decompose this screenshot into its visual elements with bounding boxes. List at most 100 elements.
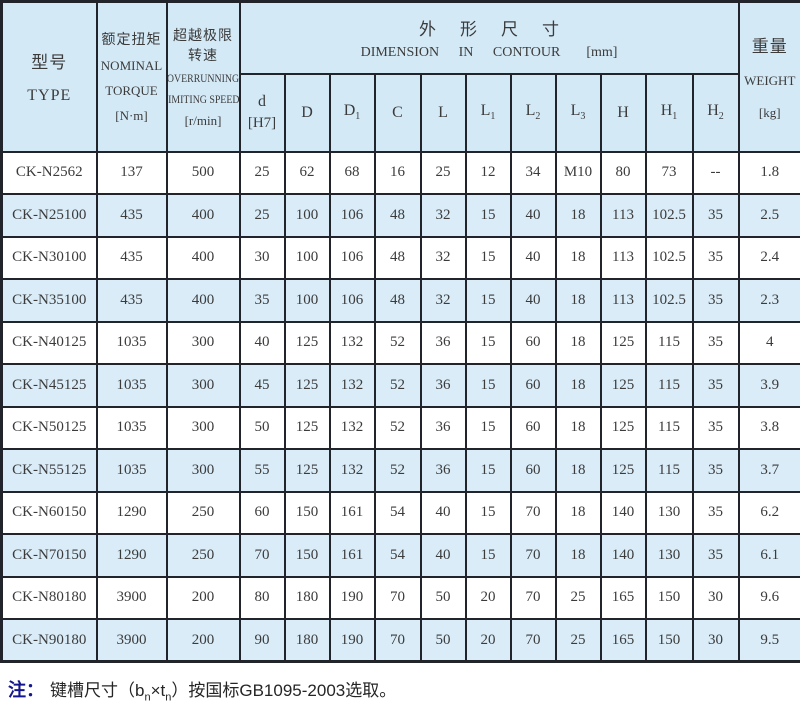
speed-header-unit: [r/min] — [184, 112, 222, 128]
torque-cell: 1035 — [95, 448, 168, 493]
weight-cell: 4 — [737, 320, 800, 365]
dim-L-cell: 50 — [419, 575, 467, 620]
dim-D1-cell: 132 — [328, 448, 376, 493]
dim-d-cell: 50 — [238, 405, 286, 450]
dim-H-cell: 125 — [599, 448, 647, 493]
torque-cell: 435 — [95, 193, 168, 238]
model-type-cell: CK-N60150 — [0, 490, 98, 535]
dim-C-cell: 16 — [373, 150, 422, 195]
weight-header-zh: 重量 — [751, 37, 788, 57]
table-row: CK-N60150 1290 250 60 150 161 54 40 15 70 18 140 130… — [0, 490, 800, 535]
dim-L3-cell: 18 — [554, 448, 602, 493]
speed-cell: 400 — [165, 278, 241, 323]
dim-H-cell: 140 — [599, 490, 647, 535]
dim-L2-cell: 60 — [509, 363, 557, 408]
weight-cell: 1.8 — [737, 150, 800, 195]
dim-L3-cell: 18 — [554, 278, 602, 323]
dim-D-cell: 100 — [283, 235, 331, 280]
dim-H-cell: 113 — [599, 278, 647, 323]
dim-C-cell: 52 — [373, 363, 422, 408]
dim-d-cell: 70 — [238, 533, 286, 578]
dim-L2-cell: 70 — [509, 490, 557, 535]
dim-d-cell: 40 — [238, 320, 286, 365]
weight-cell: 2.3 — [737, 278, 800, 323]
dim-D1-cell: 190 — [328, 575, 376, 620]
dim-L3-cell: 18 — [554, 235, 602, 280]
col-header-L1: L1 — [464, 72, 512, 153]
weight-cell: 2.4 — [737, 235, 800, 280]
footnote: 注： 键槽尺寸（bn×tn）按国标GB1095-2003选取。 — [8, 676, 800, 703]
dim-L-cell: 36 — [419, 363, 467, 408]
dim-H1-cell: 150 — [644, 575, 694, 620]
dim-L3-cell: 18 — [554, 320, 602, 365]
dim-d-cell: 45 — [238, 363, 286, 408]
dimension-subheader-row: d [H7] D D1 C L L1 L2 L3 H H1 H2 — [2, 72, 800, 153]
weight-cell: 3.9 — [737, 363, 800, 408]
dim-C-cell: 52 — [373, 405, 422, 450]
dim-H1-cell: 102.5 — [644, 235, 694, 280]
col-header-dimension-group: 外形尺寸 DIMENSION IN CONTOUR [mm] — [238, 0, 740, 75]
dim-D1-cell: 161 — [328, 490, 376, 535]
dim-L2-cell: 34 — [509, 150, 557, 195]
table-row: CK-N2562 137 500 25 62 68 16 25 12 34 M10 80 73 -- 1.8 — [0, 150, 800, 195]
footnote-prefix: 注： — [8, 680, 44, 700]
dim-H2-cell: -- — [691, 150, 740, 195]
dim-L-cell: 36 — [419, 448, 467, 493]
dim-L-cell: 32 — [419, 193, 467, 238]
dimension-group-en: DIMENSION IN CONTOUR — [360, 44, 561, 60]
speed-cell: 300 — [165, 448, 241, 493]
model-type-cell: CK-N2562 — [0, 150, 98, 195]
col-header-type: 型号 TYPE — [0, 0, 98, 153]
torque-cell: 435 — [95, 235, 168, 280]
dim-L3-cell: 18 — [554, 363, 602, 408]
model-type-cell: CK-N80180 — [0, 575, 98, 620]
dim-L2-cell: 70 — [509, 533, 557, 578]
torque-header-en2: TORQUE — [105, 83, 158, 99]
dim-H-cell: 113 — [599, 235, 647, 280]
dim-C-cell: 54 — [373, 533, 422, 578]
dim-C-cell: 48 — [373, 193, 422, 238]
table-row: CK-N45125 1035 300 45 125 132 52 36 15 60 18 125 115… — [0, 363, 800, 408]
dim-L2-cell: 60 — [509, 448, 557, 493]
dim-D1-cell: 106 — [328, 278, 376, 323]
model-type-cell: CK-N50125 — [0, 405, 98, 450]
dim-L3-cell: 18 — [554, 533, 602, 578]
dim-C-cell: 52 — [373, 320, 422, 365]
dim-L1-cell: 15 — [464, 193, 512, 238]
dim-D-cell: 125 — [283, 448, 331, 493]
dim-H-cell: 165 — [599, 618, 647, 663]
dim-d-cell: 90 — [238, 618, 286, 663]
dim-L2-cell: 40 — [509, 193, 557, 238]
col-header-D1: D1 — [328, 72, 376, 153]
dim-H2-cell: 35 — [691, 363, 740, 408]
dim-C-cell: 70 — [373, 575, 422, 620]
dim-D1-cell: 132 — [328, 320, 376, 365]
dim-L1-cell: 15 — [464, 278, 512, 323]
speed-cell: 250 — [165, 490, 241, 535]
torque-header-en1: NOMINAL — [100, 58, 163, 74]
table-header: 型号 TYPE 额定扭矩 NOMINAL TORQUE [N·m] 超越极限转速 — [0, 0, 800, 153]
dim-H1-cell: 115 — [644, 363, 694, 408]
torque-cell: 3900 — [95, 575, 168, 620]
type-header-zh: 型号 — [31, 53, 68, 73]
weight-cell: 9.5 — [737, 618, 800, 663]
torque-cell: 1035 — [95, 320, 168, 365]
weight-cell: 3.7 — [737, 448, 800, 493]
dim-H-cell: 80 — [599, 150, 647, 195]
dim-d-cell: 30 — [238, 235, 286, 280]
dim-H-cell: 125 — [599, 363, 647, 408]
dim-H2-cell: 35 — [691, 235, 740, 280]
model-type-cell: CK-N70150 — [0, 533, 98, 578]
table-body: CK-N2562 137 500 25 62 68 16 25 12 34 M10 80 73 -- 1.8… — [0, 150, 800, 663]
dim-L2-cell: 40 — [509, 235, 557, 280]
table-row: CK-N40125 1035 300 40 125 132 52 36 15 60 18 125 115… — [0, 320, 800, 365]
dim-L-cell: 36 — [419, 320, 467, 365]
dim-L-cell: 40 — [419, 490, 467, 535]
speed-header-zh: 超越极限转速 — [173, 28, 233, 64]
speed-cell: 250 — [165, 533, 241, 578]
dim-H-cell: 113 — [599, 193, 647, 238]
dim-D-cell: 62 — [283, 150, 331, 195]
dim-H-cell: 165 — [599, 575, 647, 620]
torque-cell: 3900 — [95, 618, 168, 663]
